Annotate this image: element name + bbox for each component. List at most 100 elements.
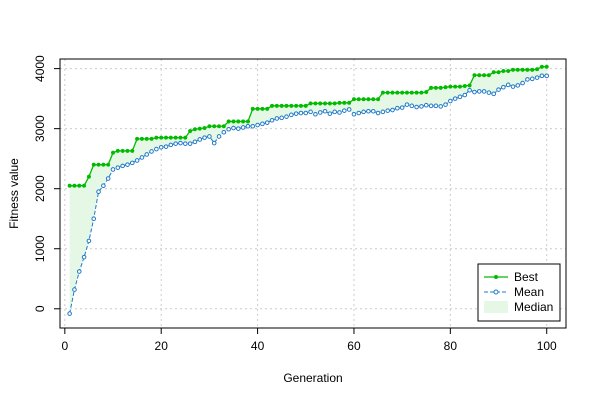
- mean-point: [409, 103, 415, 109]
- mean-point: [110, 167, 116, 172]
- best-point: [506, 68, 511, 74]
- mean-point: [255, 122, 260, 128]
- x-tick-label: 80: [444, 339, 458, 353]
- best-point: [139, 136, 144, 141]
- mean-point: [67, 311, 72, 316]
- best-point: [163, 135, 169, 140]
- x-axis: 0 20 40 60 80 100: [61, 328, 557, 353]
- best-point: [491, 70, 496, 75]
- best-point: [472, 73, 477, 78]
- best-point: [279, 103, 284, 108]
- mean-point: [197, 137, 203, 142]
- best-point: [351, 97, 357, 102]
- mean-point: [202, 135, 207, 140]
- mean-point: [81, 254, 87, 260]
- best-series: [67, 64, 549, 188]
- best-point: [535, 67, 540, 72]
- legend-label-best: Best: [514, 270, 539, 284]
- y-tick-label: 2000: [33, 175, 47, 202]
- legend-median-key: [484, 301, 508, 313]
- best-line: [69, 66, 547, 187]
- mean-point: [120, 163, 125, 169]
- mean-point: [375, 110, 381, 116]
- mean-line: [69, 75, 547, 314]
- mean-point: [163, 144, 169, 149]
- mean-point: [390, 107, 395, 113]
- best-point: [361, 97, 366, 102]
- best-point: [313, 101, 318, 106]
- mean-point: [428, 103, 434, 109]
- best-point: [216, 124, 222, 129]
- y-tick-label: 1000: [33, 235, 47, 262]
- mean-point: [539, 73, 545, 79]
- mean-point: [289, 112, 294, 118]
- best-point: [366, 97, 371, 102]
- best-point: [149, 136, 154, 141]
- best-point: [260, 106, 265, 111]
- best-point: [77, 183, 82, 188]
- best-point: [135, 136, 140, 141]
- best-point: [539, 64, 544, 69]
- best-point: [255, 106, 260, 111]
- best-point: [236, 119, 241, 124]
- best-point: [438, 85, 443, 90]
- best-point: [207, 124, 212, 129]
- mean-point: [496, 87, 501, 92]
- best-point: [477, 73, 482, 78]
- best-point: [429, 85, 434, 90]
- best-point: [289, 103, 294, 108]
- y-axis: 0 1000 2000 3000 4000: [33, 55, 60, 312]
- best-point: [400, 90, 405, 95]
- mean-point: [226, 126, 231, 132]
- best-point: [462, 83, 467, 89]
- mean-point: [510, 84, 516, 89]
- plot-frame: [59, 58, 567, 329]
- best-point: [183, 135, 188, 140]
- mean-point: [221, 129, 227, 135]
- best-point: [110, 150, 116, 155]
- mean-point: [423, 102, 429, 108]
- mean-point: [231, 125, 236, 131]
- best-point: [144, 136, 149, 141]
- mean-point: [149, 149, 154, 154]
- mean-point: [525, 77, 530, 82]
- best-point: [115, 148, 120, 153]
- mean-point: [86, 238, 92, 244]
- best-point: [467, 83, 472, 88]
- mean-point: [351, 111, 357, 117]
- mean-point: [313, 111, 318, 117]
- mean-point: [76, 269, 82, 274]
- mean-point: [96, 189, 101, 194]
- mean-point: [173, 141, 178, 146]
- best-point: [318, 101, 323, 106]
- best-point: [443, 85, 448, 90]
- mean-point: [115, 165, 121, 170]
- mean-point: [168, 142, 174, 148]
- best-point: [265, 106, 270, 111]
- mean-point: [404, 102, 410, 107]
- best-point: [96, 162, 101, 167]
- best-point: [303, 103, 308, 108]
- best-point: [284, 103, 289, 108]
- best-point: [197, 126, 202, 131]
- mean-point: [481, 89, 487, 94]
- legend-mean-point: [493, 289, 499, 295]
- mean-point: [505, 82, 511, 88]
- best-point: [544, 64, 549, 69]
- best-point: [274, 103, 279, 108]
- best-point: [356, 97, 361, 102]
- mean-point: [298, 110, 304, 116]
- x-tick-label: 100: [537, 339, 557, 353]
- mean-point: [250, 123, 256, 129]
- mean-point: [327, 111, 333, 116]
- best-point: [322, 101, 328, 106]
- mean-point: [274, 116, 280, 121]
- best-point: [453, 84, 458, 89]
- best-point: [332, 101, 337, 106]
- best-point: [371, 97, 376, 102]
- best-point: [106, 162, 111, 167]
- mean-point: [491, 91, 497, 97]
- mean-series: [67, 73, 550, 316]
- best-point: [154, 135, 159, 140]
